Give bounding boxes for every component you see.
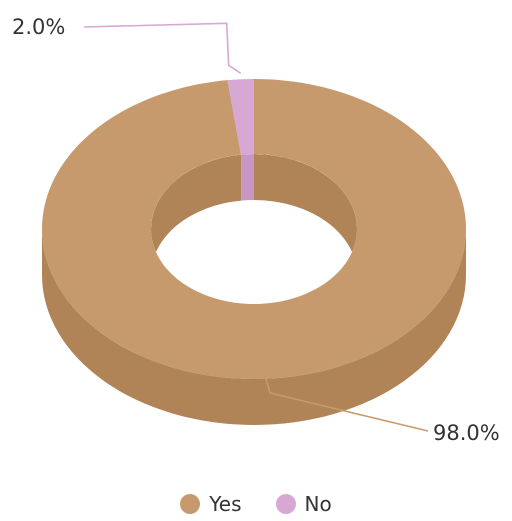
chart-legend: Yes No — [0, 487, 512, 521]
slice-sides — [42, 229, 466, 425]
legend-label-yes: Yes — [209, 492, 242, 516]
slice-top-no — [227, 79, 254, 155]
legend-item-yes[interactable]: Yes — [180, 492, 242, 516]
legend-swatch-yes — [180, 494, 201, 514]
donut-chart: 98.0% 2.0% — [12, 15, 500, 445]
slice-tops — [41, 79, 466, 379]
inner-wall-back-yes — [151, 154, 242, 275]
data-label-yes: 98.0% — [433, 421, 500, 445]
legend-label-no: No — [304, 492, 332, 516]
slice-side-yes — [42, 229, 466, 425]
inner-wall — [151, 154, 357, 275]
slice-top-yes — [41, 79, 466, 379]
leader-line-yes — [265, 378, 429, 432]
legend-swatch-no — [275, 494, 296, 514]
inner-wall-back-no — [241, 154, 254, 201]
leader-line-no — [83, 22, 242, 74]
inner-wall-yes — [254, 154, 357, 275]
legend-item-no[interactable]: No — [275, 492, 332, 516]
leader-lines — [83, 22, 429, 432]
data-label-no: 2.0% — [12, 15, 65, 39]
